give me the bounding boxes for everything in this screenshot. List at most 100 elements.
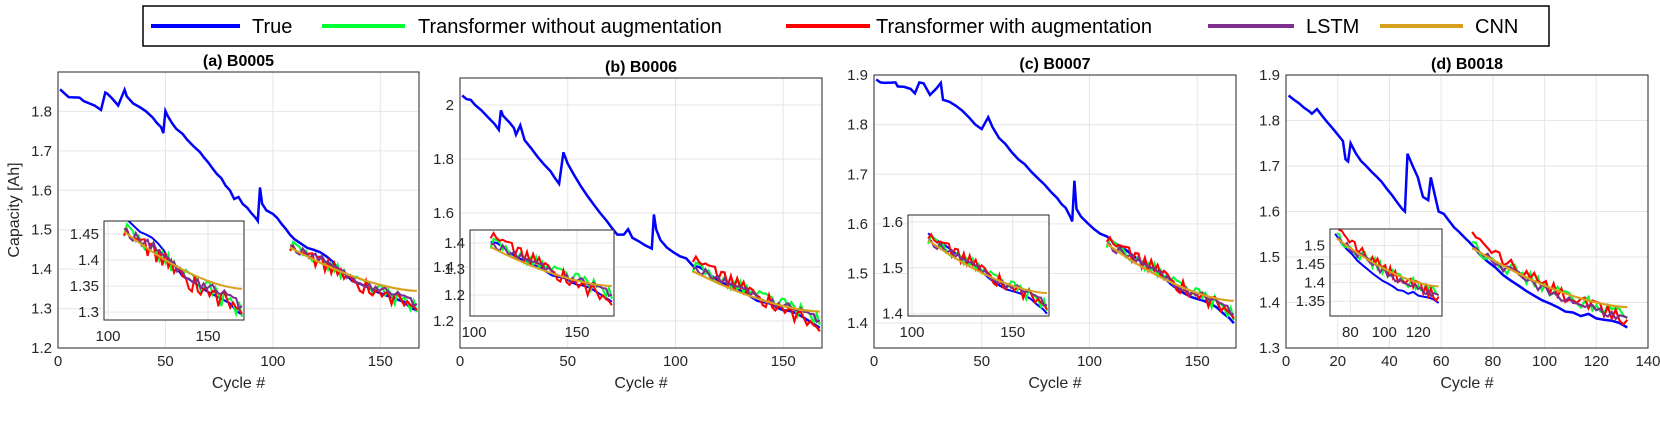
inset-y-tick-label: 1.2 [444, 287, 465, 304]
y-tick-label: 1.4 [31, 261, 52, 278]
plot-frame [873, 74, 1237, 349]
chart-title: (a) B0005 [203, 53, 274, 70]
x-tick-label: 140 [1635, 353, 1660, 370]
plot-frame [57, 71, 420, 349]
x-tick-label: 60 [1433, 353, 1450, 370]
chart-title: (d) B0018 [1431, 56, 1503, 73]
inset-y-tick-label: 1.4 [882, 306, 903, 323]
series-line-cnn [692, 270, 820, 313]
y-tick-label: 1.3 [1259, 340, 1280, 357]
inset-y-tick-label: 1.5 [882, 260, 903, 277]
charts-container: 0 50 100 150 1.2 1.3 1.4 1.5 1.6 1.7 1.8 (a) B0005 C… [6, 53, 1660, 392]
plot-frame [459, 77, 823, 349]
inset-frame [103, 220, 245, 321]
x-tick-label: 100 [663, 353, 688, 370]
inset-y-tick-label: 1.35 [70, 278, 99, 295]
x-tick-label: 50 [559, 353, 576, 370]
legend: True Transformer without augmentation Tr… [142, 5, 1550, 47]
inset-x-tick-label: 150 [564, 324, 589, 341]
plot-frame [1285, 74, 1649, 349]
legend-label-lstm: LSTM [1306, 16, 1359, 38]
inset-x-tick-label: 150 [195, 328, 220, 345]
y-tick-label: 1.6 [847, 216, 868, 233]
inset-panel: 100 150 1.2 1.3 1.4 [444, 229, 615, 341]
inset-series-line-cnn [1336, 237, 1439, 288]
inset-panel: 80 100 120 1.351.4 1.451.5 [1296, 228, 1443, 341]
x-tick-label: 0 [456, 353, 464, 370]
x-tick-label: 100 [1532, 353, 1557, 370]
x-tick-label: 80 [1485, 353, 1502, 370]
inset-x-tick-label: 100 [95, 328, 120, 345]
y-tick-label: 2 [446, 97, 454, 114]
x-tick-label: 150 [368, 353, 393, 370]
inset-frame [1329, 228, 1443, 317]
inset-y-tick-label: 1.4 [78, 252, 99, 269]
y-tick-label: 1.6 [433, 205, 454, 222]
y-tick-label: 1.4 [1259, 295, 1280, 312]
series-line-lstm [1471, 246, 1628, 321]
legend-label-transformer-no-aug: Transformer without augmentation [418, 16, 722, 38]
inset-frame [469, 229, 615, 317]
chart-panel-1: 0 50 100 150 1.2 1.4 1.6 1.8 2 (b) B0006 Cycle # 10… [433, 59, 823, 392]
chart-panel-2: 0 50 100 150 1.4 1.5 1.6 1.7 1.8 1.9 (c) B0007 Cycl… [847, 56, 1237, 392]
y-tick-label: 1.9 [1259, 67, 1280, 84]
inset-panel: 100 150 1.3 1.35 1.4 1.45 [70, 220, 245, 345]
y-tick-label: 1.5 [31, 222, 52, 239]
x-tick-label: 50 [973, 353, 990, 370]
y-tick-label: 1.5 [1259, 249, 1280, 266]
y-tick-label: 1.2 [31, 340, 52, 357]
y-tick-label: 1.7 [1259, 158, 1280, 175]
chart-title: (b) B0006 [605, 59, 677, 76]
series-line-lstm [1106, 242, 1235, 316]
chart-panel-0: 0 50 100 150 1.2 1.3 1.4 1.5 1.6 1.7 1.8 (a) B0005 C… [6, 53, 420, 392]
inset-y-tick-label: 1.35 [1296, 293, 1325, 310]
y-tick-label: 1.8 [847, 117, 868, 134]
y-tick-label: 1.4 [847, 315, 868, 332]
inset-x-tick-label: 120 [1406, 324, 1431, 341]
x-tick-label: 100 [260, 353, 285, 370]
legend-label-true: True [252, 16, 292, 38]
series-line-cnn [1471, 246, 1628, 309]
chart-panel-3: 0 20 40 60 80 100 120 140 1.3 1.4 1.5 1.6 1.7 1.8 1.9 (… [1259, 56, 1660, 392]
y-tick-label: 1.8 [1259, 113, 1280, 130]
x-tick-label: 50 [157, 353, 174, 370]
y-tick-label: 1.8 [433, 151, 454, 168]
y-tick-label: 1.7 [31, 143, 52, 160]
inset-panel: 100 150 1.4 1.5 1.6 [882, 214, 1050, 341]
x-tick-label: 150 [1185, 353, 1210, 370]
inset-y-tick-label: 1.6 [882, 214, 903, 231]
inset-y-tick-label: 1.3 [444, 261, 465, 278]
y-tick-label: 1.7 [847, 166, 868, 183]
y-tick-label: 1.9 [847, 67, 868, 84]
y-tick-label: 1.3 [31, 301, 52, 318]
y-tick-label: 1.5 [847, 266, 868, 283]
inset-y-tick-label: 1.3 [78, 304, 99, 321]
inset-series-line-true [927, 232, 1048, 315]
y-tick-label: 1.6 [31, 182, 52, 199]
x-tick-label: 0 [1282, 353, 1290, 370]
x-tick-label: 100 [1077, 353, 1102, 370]
x-axis-label: Cycle # [1028, 375, 1081, 392]
y-tick-label: 1.6 [1259, 204, 1280, 221]
x-tick-label: 20 [1329, 353, 1346, 370]
inset-y-tick-label: 1.5 [1304, 238, 1325, 255]
inset-series-line-cnn [927, 239, 1048, 294]
inset-y-tick-label: 1.4 [1304, 275, 1325, 292]
series-line-true [1287, 94, 1628, 329]
inset-series-line-cnn [123, 230, 243, 290]
y-tick-label: 1.2 [433, 313, 454, 330]
inset-x-tick-label: 100 [900, 324, 925, 341]
inset-series-line-cnn [490, 246, 612, 287]
inset-series-line-lstm [927, 239, 1048, 307]
inset-series-line-lstm [123, 227, 243, 311]
x-tick-label: 120 [1584, 353, 1609, 370]
y-axis-label: Capacity [Ah] [6, 162, 23, 257]
inset-x-tick-label: 80 [1342, 324, 1359, 341]
inset-y-tick-label: 1.45 [1296, 256, 1325, 273]
inset-frame [907, 214, 1050, 317]
x-tick-label: 150 [771, 353, 796, 370]
inset-series-line-true [1334, 233, 1440, 304]
x-tick-label: 0 [54, 353, 62, 370]
series-line-lstm [289, 244, 418, 308]
